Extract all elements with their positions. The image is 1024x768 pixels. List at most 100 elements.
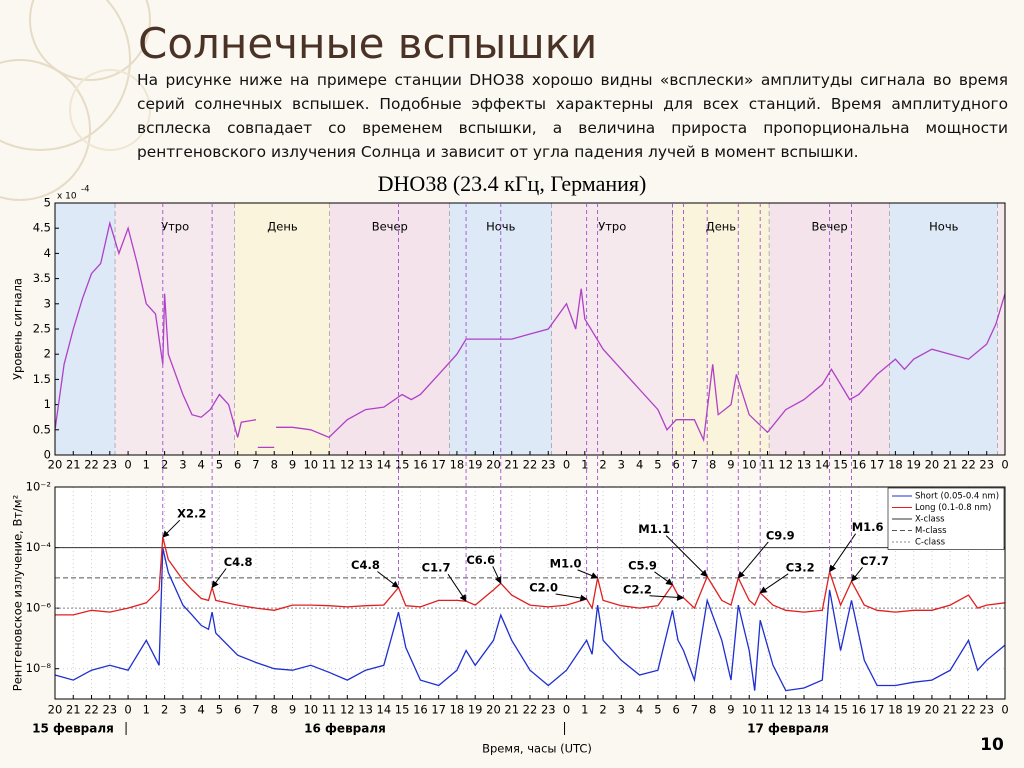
y-tick-label: 4	[44, 246, 51, 260]
x-axis-label: Время, часы (UTC)	[482, 742, 592, 756]
x-tick-label: 20	[925, 458, 940, 472]
y-tick-label: 1	[44, 397, 51, 411]
x-tick-label: 10	[303, 703, 318, 717]
x-tick-label: 13	[797, 703, 812, 717]
x-tick-label: 14	[377, 458, 392, 472]
time-zone	[551, 203, 673, 455]
legend-label: C-class	[915, 538, 946, 548]
annotation-label: C6.6	[466, 553, 495, 567]
annotation-arrow	[737, 541, 769, 579]
x-tick-label: 20	[486, 458, 501, 472]
x-tick-label: 7	[252, 458, 259, 472]
y-tick-label: 10⁻²	[26, 480, 51, 494]
y-axis-label: Рентгеновское излучение, Вт/м²	[11, 495, 25, 691]
x-tick-label: 0	[563, 458, 570, 472]
annotation-arrow	[555, 593, 588, 602]
x-tick-label: 17	[870, 458, 885, 472]
x-tick-label: 20	[486, 703, 501, 717]
x-tick-label: 23	[102, 703, 117, 717]
x-tick-label: 5	[654, 458, 661, 472]
x-tick-label: 22	[523, 703, 538, 717]
annotation-arrow	[492, 566, 502, 584]
chart-caption: DHO38 (23.4 кГц, Германия)	[378, 171, 647, 196]
y-tick-label: 3	[44, 296, 51, 310]
y-tick-label: 3.5	[33, 271, 51, 285]
annotation-arrow	[211, 568, 227, 589]
x-tick-label: 0	[124, 458, 131, 472]
annotation-label: C4.8	[351, 558, 380, 572]
y-tick-label: 10⁻⁴	[26, 540, 52, 554]
time-zone	[329, 203, 450, 455]
plot-frame	[54, 202, 1006, 456]
x-tick-label: 11	[760, 703, 775, 717]
annotation-label: C7.7	[860, 554, 889, 568]
x-tick-label: 4	[636, 703, 643, 717]
x-tick-label: 0	[124, 703, 131, 717]
x-tick-label: 7	[691, 458, 698, 472]
annotation-label: C2.0	[529, 581, 558, 595]
x-tick-label: 19	[468, 458, 483, 472]
annotation-label: C1.7	[422, 561, 451, 575]
x-tick-label: 6	[234, 458, 241, 472]
x-tick-label: 6	[672, 458, 679, 472]
y-tick-label: 0	[44, 448, 51, 462]
zone-label: Ночь	[929, 220, 958, 234]
x-tick-label: 1	[581, 458, 588, 472]
annotation-label: C3.2	[786, 560, 815, 574]
x-tick-label: 5	[216, 458, 223, 472]
x-tick-label: 12	[778, 703, 793, 717]
annotation-arrow	[447, 573, 467, 602]
x-tick-label: 21	[504, 703, 519, 717]
x-tick-label: 3	[179, 458, 186, 472]
series-line	[55, 537, 1006, 616]
y-tick-label: 4.5	[33, 221, 51, 235]
x-tick-label: 23	[979, 458, 994, 472]
zone-label: Утро	[161, 220, 189, 234]
time-zone	[672, 203, 770, 455]
x-tick-label: 22	[84, 458, 99, 472]
x-tick-label: 20	[48, 703, 63, 717]
x-tick-label: 12	[340, 458, 355, 472]
x-tick-label: 12	[340, 703, 355, 717]
x-tick-label: 15	[833, 458, 848, 472]
x-tick-label: 4	[636, 458, 643, 472]
x-tick-label: 14	[377, 703, 392, 717]
series-line	[54, 220, 1006, 449]
date-label: 17 февраля	[747, 722, 829, 736]
x-tick-label: 23	[541, 703, 556, 717]
series-line	[54, 548, 1006, 692]
annotation-label: M1.1	[638, 522, 670, 536]
slide-title: Солнечные вспышки	[138, 19, 597, 68]
annotation-label: X2.2	[177, 507, 206, 521]
y-multiplier-exponent: -4	[81, 185, 89, 195]
x-tick-label: 1	[143, 703, 150, 717]
x-tick-label: 14	[815, 703, 830, 717]
x-tick-label: 17	[431, 703, 446, 717]
x-tick-label: 11	[760, 458, 775, 472]
y-tick-label: 5	[44, 196, 51, 210]
x-tick-label: 23	[979, 703, 994, 717]
y-multiplier: x 10	[57, 192, 77, 202]
x-tick-label: 23	[102, 458, 117, 472]
decoration	[0, 0, 151, 201]
x-tick-label: 19	[906, 703, 921, 717]
time-zone	[997, 203, 1005, 455]
x-tick-label: 15	[833, 703, 848, 717]
date-label: 15 февраля	[32, 722, 114, 736]
x-tick-label: 10	[303, 458, 318, 472]
x-tick-label: 19	[906, 458, 921, 472]
x-tick-label: 22	[523, 458, 538, 472]
x-tick-label: 10	[742, 458, 757, 472]
x-tick-label: 9	[727, 703, 734, 717]
x-tick-label: 14	[815, 458, 830, 472]
annotation-arrow	[577, 569, 599, 579]
annotation-arrow	[759, 573, 789, 594]
zone-label: Утро	[598, 220, 626, 234]
x-tick-label: 6	[234, 703, 241, 717]
y-tick-label: 2	[44, 347, 51, 361]
x-tick-label: 21	[943, 703, 958, 717]
annotation-label: C4.8	[224, 555, 253, 569]
x-tick-label: 4	[197, 458, 204, 472]
y-tick-label: 1.5	[33, 372, 51, 386]
